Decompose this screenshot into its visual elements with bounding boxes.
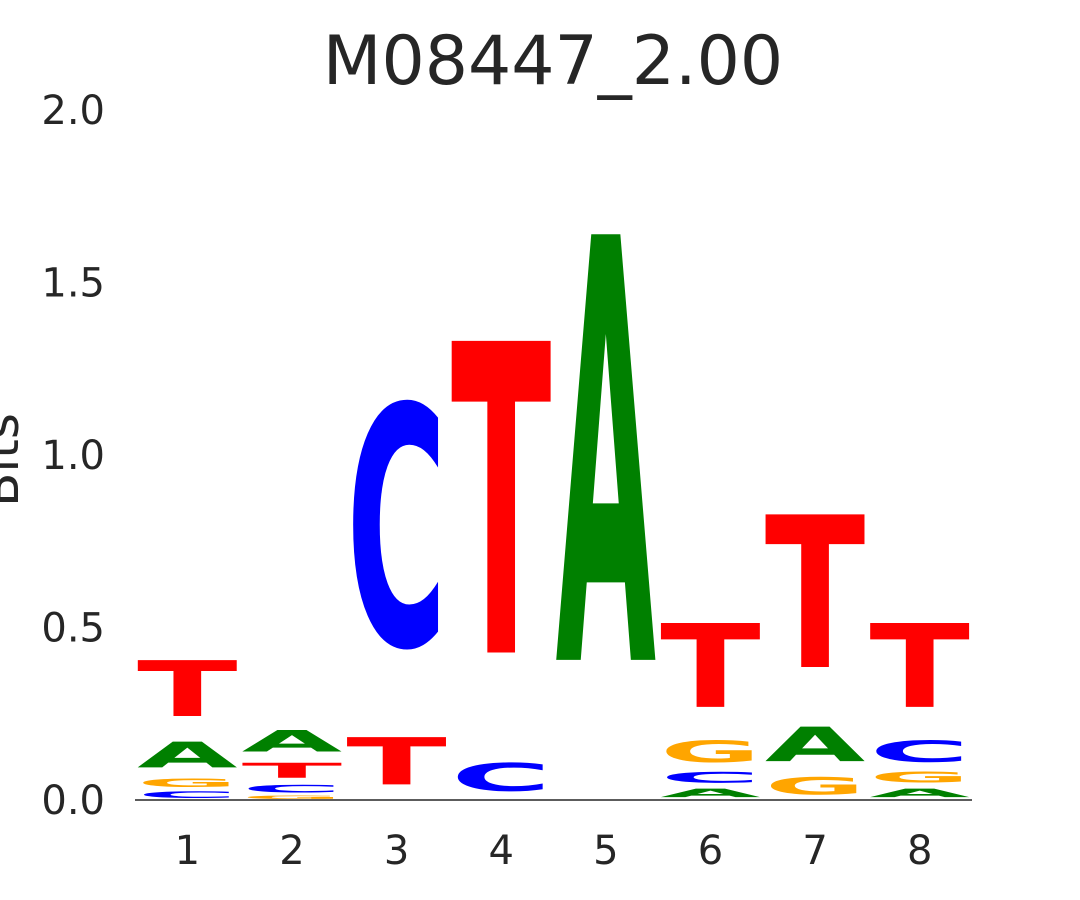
logo-letter-g: G — [765, 772, 865, 800]
y-tick-label: 1.0 — [41, 433, 105, 479]
logo-letter-a: A — [137, 735, 238, 776]
logo-letter-t: T — [765, 473, 865, 717]
logo-letter-g: G — [869, 769, 969, 786]
logo-letter-g: G — [137, 776, 237, 790]
y-tick-label: 1.5 — [41, 261, 105, 307]
logo-column-7: GAT — [765, 473, 866, 800]
logo-letter-a: A — [242, 725, 343, 759]
logo-letter-a: A — [869, 786, 969, 800]
logo-letter-c: C — [242, 783, 342, 795]
x-tick-label: 4 — [488, 828, 513, 874]
x-tick-label: 8 — [907, 828, 932, 874]
logo-letter-c: C — [451, 755, 551, 800]
y-tick-label: 2.0 — [41, 88, 105, 134]
x-tick-label: 3 — [384, 828, 409, 874]
logo-letter-t: T — [346, 724, 446, 800]
logo-letter-c: C — [346, 338, 446, 723]
logo-letter-c: C — [660, 769, 760, 786]
y-tick-label: 0.5 — [41, 606, 105, 652]
x-axis-ticks: 1 2 3 4 5 6 7 8 — [175, 828, 933, 874]
logo-letter-a: A — [556, 117, 657, 798]
x-tick-label: 6 — [698, 828, 723, 874]
logo-letter-a: A — [660, 786, 760, 800]
logo-letter-t: T — [660, 601, 760, 735]
logo-column-3: TC — [346, 338, 446, 800]
logo-letter-t: T — [242, 759, 343, 783]
x-tick-label: 2 — [279, 828, 304, 874]
logo-column-4: CT — [451, 257, 552, 800]
logo-letter-c: C — [869, 735, 969, 769]
x-tick-label: 7 — [802, 828, 827, 874]
logo-letter-g: G — [242, 795, 342, 800]
logo-letter-c: C — [137, 790, 237, 800]
logo-letter-a: A — [765, 718, 866, 773]
y-tick-label: 0.0 — [41, 778, 105, 824]
y-axis-ticks: 0.0 0.5 1.0 1.5 2.0 — [41, 88, 105, 824]
logo-letter-t: T — [869, 601, 969, 735]
x-tick-label: 5 — [593, 828, 618, 874]
logo-column-5: A — [556, 117, 657, 798]
logo-letter-g: G — [660, 734, 760, 768]
y-axis-label: Bits — [0, 413, 30, 507]
logo-letter-t: T — [451, 257, 552, 754]
logo-letter-t: T — [137, 645, 237, 734]
x-tick-label: 1 — [175, 828, 200, 874]
chart-title: M08447_2.00 — [323, 22, 783, 101]
